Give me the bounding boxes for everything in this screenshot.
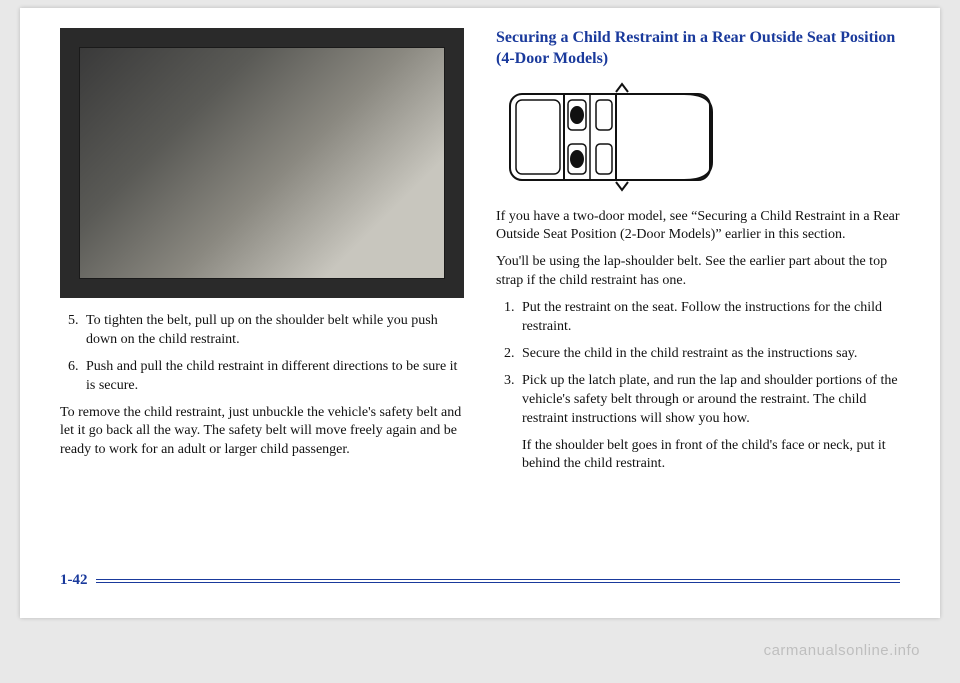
step-5: To tighten the belt, pull up on the shou… <box>82 312 464 350</box>
right-step-2: Secure the child in the child restraint … <box>518 345 900 364</box>
right-steps-list: Put the restraint on the seat. Follow th… <box>496 299 900 474</box>
right-step-1: Put the restraint on the seat. Follow th… <box>518 299 900 337</box>
footer-divider <box>96 579 901 583</box>
right-step-3: Pick up the latch plate, and run the lap… <box>518 372 900 474</box>
left-steps-list: To tighten the belt, pull up on the shou… <box>60 312 464 396</box>
right-column: Securing a Child Restraint in a Rear Out… <box>496 28 900 568</box>
page-number: 1-42 <box>60 572 88 589</box>
manual-page: To tighten the belt, pull up on the shou… <box>20 8 940 618</box>
paragraph-lap-shoulder: You'll be using the lap-shoulder belt. S… <box>496 253 900 291</box>
two-column-layout: To tighten the belt, pull up on the shou… <box>60 28 900 568</box>
section-title: Securing a Child Restraint in a Rear Out… <box>496 28 900 70</box>
paragraph-two-door-note: If you have a two-door model, see “Secur… <box>496 208 900 246</box>
remove-paragraph: To remove the child restraint, just unbu… <box>60 404 464 461</box>
page-footer: 1-42 <box>60 572 900 589</box>
vehicle-top-diagram <box>504 82 724 192</box>
left-column: To tighten the belt, pull up on the shou… <box>60 28 464 568</box>
child-seat-photo <box>60 28 464 298</box>
right-step-3b: If the shoulder belt goes in front of th… <box>522 437 900 475</box>
right-step-3-text: Pick up the latch plate, and run the lap… <box>522 373 898 426</box>
watermark: carmanualsonline.info <box>764 642 920 659</box>
step-6: Push and pull the child restraint in dif… <box>82 358 464 396</box>
photo-illustration <box>79 47 445 279</box>
